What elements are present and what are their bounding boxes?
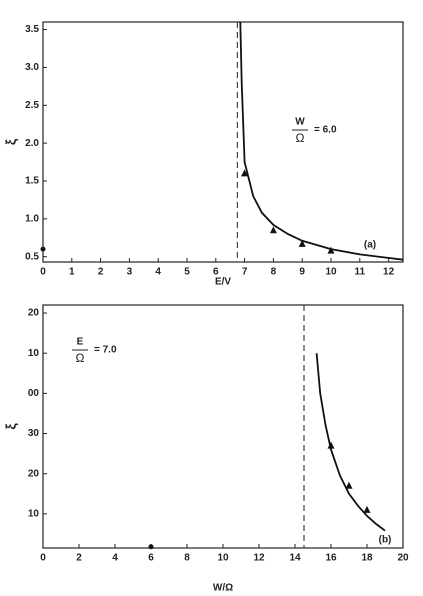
curve xyxy=(315,353,386,532)
x-tick-label: 11 xyxy=(355,267,366,278)
y-tick-label: 1.5 xyxy=(25,176,39,187)
annotation-denominator: Ω xyxy=(76,351,85,365)
y-axis-label: ξ xyxy=(3,138,19,145)
panel-label: (b) xyxy=(379,535,392,546)
annotation-denominator: Ω xyxy=(296,131,305,145)
dot-marker xyxy=(40,246,46,252)
x-tick-label: 0 xyxy=(40,553,46,564)
x-tick-label: 1 xyxy=(69,267,75,278)
y-tick-label: 2.0 xyxy=(25,138,39,149)
x-tick-label: 2 xyxy=(98,267,104,278)
triangle-marker xyxy=(363,505,371,513)
annotation-numerator: E xyxy=(77,337,84,348)
x-tick-label: 10 xyxy=(325,267,337,278)
x-tick-label: 20 xyxy=(397,553,409,564)
annotation-text: = 7.0 xyxy=(94,345,117,356)
x-tick-label: 12 xyxy=(383,267,395,278)
x-tick-label: 3 xyxy=(127,267,133,278)
annotation-numerator: W xyxy=(295,117,305,128)
x-tick-label: 9 xyxy=(299,267,305,278)
annotation-text: = 6.0 xyxy=(314,125,337,136)
dot-marker xyxy=(148,544,154,550)
y-tick-label: 30 xyxy=(28,428,40,439)
triangle-marker xyxy=(327,441,335,449)
x-tick-label: 0 xyxy=(40,267,46,278)
y-tick-label: 1.0 xyxy=(25,213,39,224)
triangle-marker xyxy=(241,169,249,177)
x-tick-label: 7 xyxy=(242,267,248,278)
x-tick-label: 14 xyxy=(289,553,301,564)
x-tick-label: 8 xyxy=(271,267,277,278)
x-tick-label: 4 xyxy=(112,553,118,564)
y-tick-label: 0.5 xyxy=(25,251,39,262)
x-tick-label: 18 xyxy=(361,553,373,564)
triangle-marker xyxy=(298,239,306,247)
y-axis-label: ξ xyxy=(3,423,19,430)
x-tick-label: 2 xyxy=(76,553,82,564)
y-tick-label: 2.5 xyxy=(25,100,39,111)
x-tick-label: 8 xyxy=(184,553,190,564)
x-axis-label: W/Ω xyxy=(213,583,233,594)
panel-label: (a) xyxy=(364,240,376,251)
triangle-marker xyxy=(327,246,335,254)
triangle-marker xyxy=(269,226,277,234)
y-tick-label: 3.5 xyxy=(25,24,39,35)
y-tick-label: 3.0 xyxy=(25,62,39,73)
x-tick-label: 12 xyxy=(253,553,265,564)
y-tick-label: 20 xyxy=(28,308,40,319)
y-tick-label: 10 xyxy=(28,509,40,520)
x-tick-label: 10 xyxy=(217,553,229,564)
x-tick-label: 4 xyxy=(155,267,161,278)
y-tick-label: 10 xyxy=(28,348,40,359)
x-tick-label: 6 xyxy=(148,553,154,564)
triangle-marker xyxy=(345,481,353,489)
curve xyxy=(239,21,404,261)
plot-frame xyxy=(42,304,404,549)
y-tick-label: 00 xyxy=(28,388,40,399)
plot-frame xyxy=(42,21,404,263)
x-tick-label: 16 xyxy=(325,553,337,564)
x-tick-label: 5 xyxy=(184,267,190,278)
x-tick-label: 6 xyxy=(213,267,219,278)
x-axis-label: E/V xyxy=(215,277,231,288)
y-tick-label: 20 xyxy=(28,468,40,479)
